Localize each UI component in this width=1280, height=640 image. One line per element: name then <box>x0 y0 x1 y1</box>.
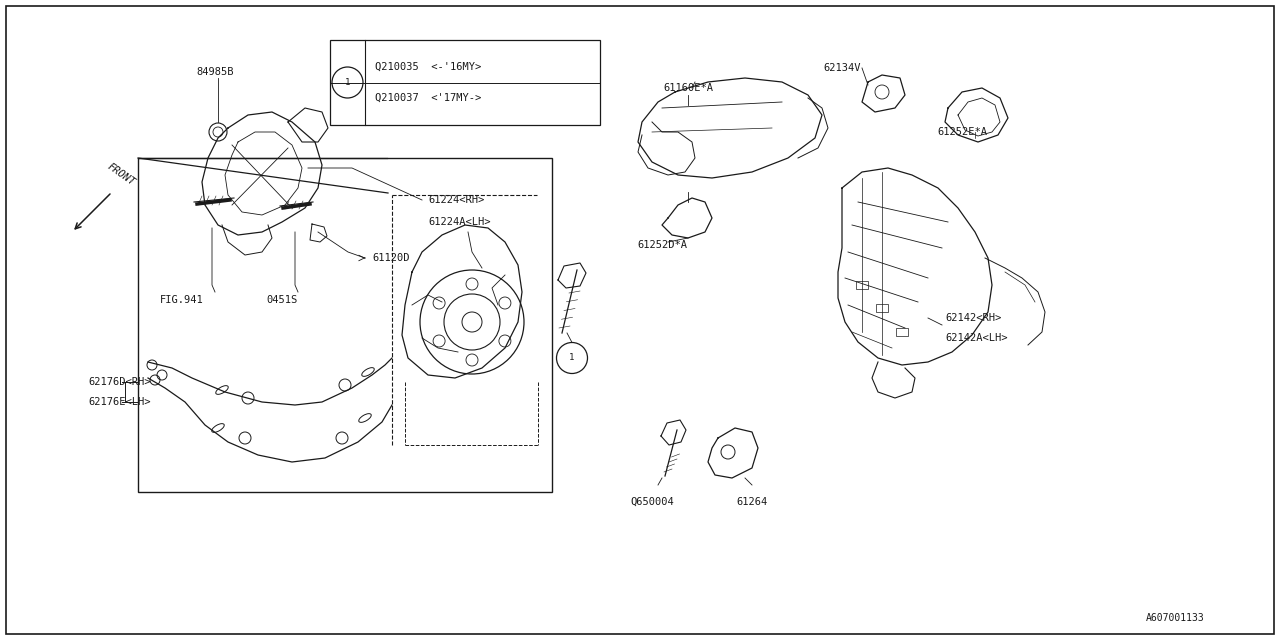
Text: 62176D<RH>: 62176D<RH> <box>88 377 151 387</box>
Text: Q210035  <-'16MY>: Q210035 <-'16MY> <box>375 62 481 72</box>
Text: 0451S: 0451S <box>266 295 298 305</box>
Text: Q210037  <'17MY->: Q210037 <'17MY-> <box>375 93 481 103</box>
Text: 62134V: 62134V <box>823 63 860 73</box>
Text: Q650004: Q650004 <box>630 497 673 507</box>
Text: 62176E<LH>: 62176E<LH> <box>88 397 151 407</box>
Text: A607001133: A607001133 <box>1147 613 1204 623</box>
Bar <box>876 304 888 312</box>
Bar <box>330 40 600 125</box>
Text: 1: 1 <box>344 78 351 87</box>
Bar <box>856 281 868 289</box>
Text: 62142<RH>: 62142<RH> <box>945 313 1001 323</box>
Bar <box>138 158 552 492</box>
Text: 61264: 61264 <box>736 497 768 507</box>
Text: 61252D*A: 61252D*A <box>637 240 687 250</box>
Text: FRONT: FRONT <box>105 162 137 188</box>
Text: 61160E*A: 61160E*A <box>663 83 713 93</box>
Text: FIG.941: FIG.941 <box>160 295 204 305</box>
Text: 1: 1 <box>570 353 575 362</box>
Text: 61120D: 61120D <box>372 253 410 263</box>
Bar <box>896 328 908 336</box>
Text: 61252E*A: 61252E*A <box>937 127 987 137</box>
Text: 84985B: 84985B <box>196 67 234 77</box>
Text: 61224A<LH>: 61224A<LH> <box>428 217 490 227</box>
Text: 62142A<LH>: 62142A<LH> <box>945 333 1007 343</box>
Text: 61224<RH>: 61224<RH> <box>428 195 484 205</box>
